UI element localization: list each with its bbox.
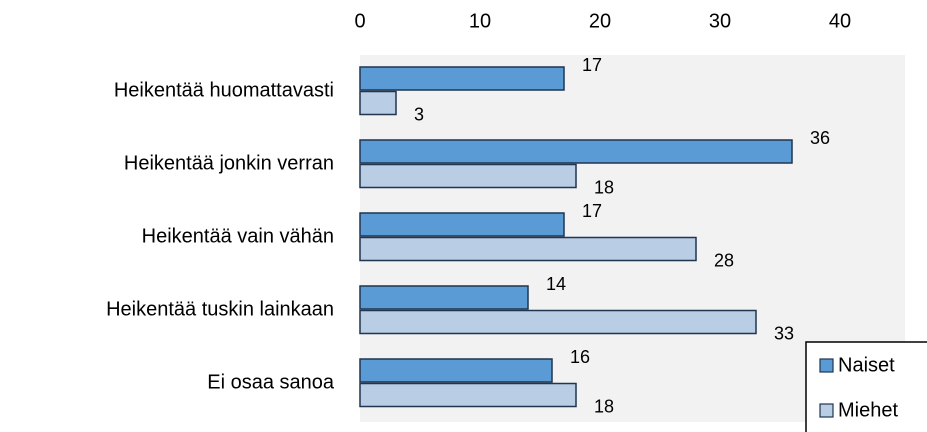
category-label: Heikentää tuskin lainkaan bbox=[106, 298, 334, 320]
bar bbox=[359, 212, 565, 237]
legend-swatch bbox=[819, 358, 834, 373]
value-label: 28 bbox=[714, 250, 734, 270]
bar bbox=[359, 382, 577, 408]
legend-label: Naiset bbox=[838, 354, 895, 376]
category-label: Heikentää jonkin verran bbox=[124, 152, 334, 174]
value-label: 18 bbox=[594, 177, 614, 197]
value-label: 17 bbox=[582, 201, 602, 221]
value-label: 3 bbox=[414, 104, 424, 124]
bar bbox=[359, 66, 565, 91]
category-label: Ei osaa sanoa bbox=[207, 371, 335, 393]
legend-label: Miehet bbox=[838, 399, 898, 421]
category-label: Heikentää huomattavasti bbox=[114, 79, 334, 101]
value-label: 18 bbox=[594, 396, 614, 416]
bar bbox=[359, 358, 553, 383]
x-tick-label: 0 bbox=[354, 10, 365, 32]
x-tick-label: 10 bbox=[469, 10, 491, 32]
bar bbox=[359, 139, 793, 164]
category-label: Heikentää vain vähän bbox=[142, 225, 334, 247]
x-tick-label: 20 bbox=[589, 10, 611, 32]
legend-swatch bbox=[819, 403, 834, 418]
bar bbox=[359, 163, 577, 189]
value-label: 33 bbox=[774, 323, 794, 343]
bar bbox=[359, 90, 397, 116]
bar bbox=[359, 309, 757, 335]
value-label: 14 bbox=[546, 274, 566, 294]
bar bbox=[359, 236, 697, 262]
x-tick-label: 40 bbox=[829, 10, 851, 32]
value-label: 36 bbox=[810, 128, 830, 148]
x-tick-label: 30 bbox=[709, 10, 731, 32]
value-label: 17 bbox=[582, 55, 602, 75]
bar bbox=[359, 285, 529, 310]
value-label: 16 bbox=[570, 347, 590, 367]
